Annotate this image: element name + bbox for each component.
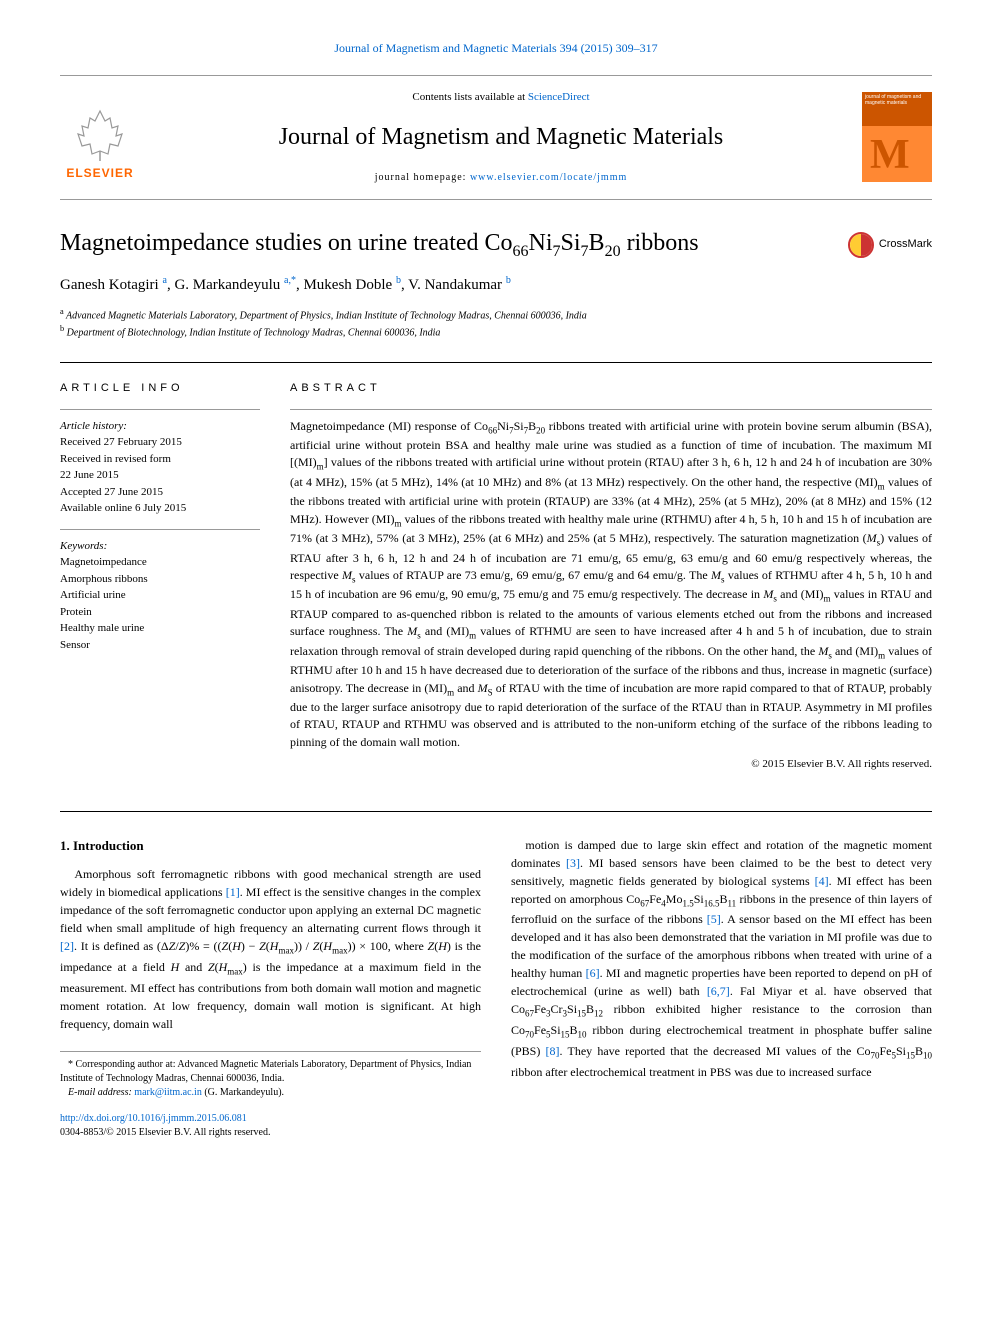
- keyword: Magnetoimpedance: [60, 554, 260, 571]
- authors-list: Ganesh Kotagiri a, G. Markandeyulu a,*, …: [60, 274, 932, 296]
- article-history-block: Article history: Received 27 February 20…: [60, 409, 260, 517]
- crossmark-badge[interactable]: CrossMark: [848, 232, 932, 258]
- abstract-copyright: © 2015 Elsevier B.V. All rights reserved…: [290, 757, 932, 772]
- header-center: Contents lists available at ScienceDirec…: [140, 90, 862, 185]
- homepage-line: journal homepage: www.elsevier.com/locat…: [160, 171, 842, 185]
- intro-paragraph: Amorphous soft ferromagnetic ribbons wit…: [60, 865, 481, 1033]
- article-title: Magnetoimpedance studies on urine treate…: [60, 228, 828, 262]
- abstract-text: Magnetoimpedance (MI) response of Co66Ni…: [290, 409, 932, 752]
- article-info-heading: ARTICLE INFO: [60, 381, 260, 396]
- abstract-column: ABSTRACT Magnetoimpedance (MI) response …: [290, 381, 932, 772]
- crossmark-label: CrossMark: [879, 237, 932, 252]
- keywords-block: Keywords: Magnetoimpedance Amorphous rib…: [60, 529, 260, 654]
- keyword: Amorphous ribbons: [60, 571, 260, 588]
- keyword: Sensor: [60, 637, 260, 654]
- history-line: Received in revised form: [60, 451, 260, 468]
- keywords-label: Keywords:: [60, 538, 260, 555]
- elsevier-wordmark: ELSEVIER: [66, 165, 133, 182]
- cover-small-text: journal of magnetism and magnetic materi…: [865, 95, 932, 106]
- history-line: Available online 6 July 2015: [60, 500, 260, 517]
- homepage-link[interactable]: www.elsevier.com/locate/jmmm: [470, 172, 627, 183]
- doi-link[interactable]: http://dx.doi.org/10.1016/j.jmmm.2015.06…: [60, 1113, 247, 1124]
- elsevier-tree-icon: [70, 106, 130, 161]
- affiliation-a: a Advanced Magnetic Materials Laboratory…: [60, 306, 932, 323]
- corresponding-author-footnote: * Corresponding author at: Advanced Magn…: [60, 1051, 481, 1100]
- journal-name: Journal of Magnetism and Magnetic Materi…: [160, 121, 842, 155]
- body-column-right: motion is damped due to large skin effec…: [511, 836, 932, 1140]
- history-line: Received 27 February 2015: [60, 434, 260, 451]
- elsevier-logo: ELSEVIER: [60, 92, 140, 182]
- corresponding-text: * Corresponding author at: Advanced Magn…: [60, 1058, 481, 1086]
- author-email-link[interactable]: mark@iitm.ac.in: [134, 1087, 202, 1098]
- keyword: Artificial urine: [60, 587, 260, 604]
- crossmark-icon: [848, 232, 874, 258]
- history-label: Article history:: [60, 418, 260, 435]
- affiliations: a Advanced Magnetic Materials Laboratory…: [60, 306, 932, 341]
- homepage-prefix: journal homepage:: [375, 172, 470, 183]
- introduction-heading: 1. Introduction: [60, 836, 481, 856]
- keyword: Healthy male urine: [60, 620, 260, 637]
- body-columns: 1. Introduction Amorphous soft ferromagn…: [60, 811, 932, 1140]
- info-abstract-row: ARTICLE INFO Article history: Received 2…: [60, 362, 932, 772]
- article-info-column: ARTICLE INFO Article history: Received 2…: [60, 381, 260, 772]
- cover-big-m: M: [870, 126, 910, 185]
- title-row: Magnetoimpedance studies on urine treate…: [60, 228, 932, 262]
- history-line: 22 June 2015: [60, 467, 260, 484]
- body-column-left: 1. Introduction Amorphous soft ferromagn…: [60, 836, 481, 1140]
- contents-prefix: Contents lists available at: [412, 91, 527, 103]
- journal-header: ELSEVIER Contents lists available at Sci…: [60, 75, 932, 200]
- doi-block: http://dx.doi.org/10.1016/j.jmmm.2015.06…: [60, 1112, 481, 1140]
- journal-cover-thumbnail: journal of magnetism and magnetic materi…: [862, 92, 932, 182]
- contents-available-line: Contents lists available at ScienceDirec…: [160, 90, 842, 105]
- sciencedirect-link[interactable]: ScienceDirect: [528, 91, 590, 103]
- affiliation-b: b Department of Biotechnology, Indian In…: [60, 323, 932, 340]
- email-line: E-mail address: mark@iitm.ac.in (G. Mark…: [60, 1086, 481, 1100]
- issn-copyright: 0304-8853/© 2015 Elsevier B.V. All right…: [60, 1127, 270, 1138]
- intro-paragraph-continued: motion is damped due to large skin effec…: [511, 836, 932, 1082]
- keyword: Protein: [60, 604, 260, 621]
- abstract-heading: ABSTRACT: [290, 381, 932, 396]
- journal-issue-link[interactable]: Journal of Magnetism and Magnetic Materi…: [60, 40, 932, 57]
- history-line: Accepted 27 June 2015: [60, 484, 260, 501]
